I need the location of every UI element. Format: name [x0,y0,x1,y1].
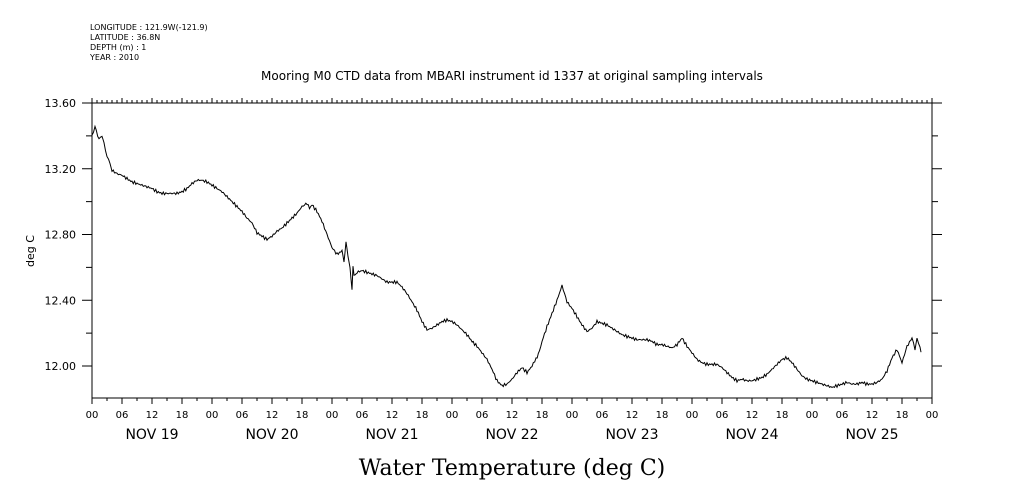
x-hour-label: 00 [86,410,99,421]
x-hour-label: 18 [536,410,549,421]
y-tick-label: 13.60 [45,97,77,110]
y-tick-label: 12.40 [45,294,77,307]
x-hour-label: 18 [416,410,429,421]
x-hour-label: 12 [146,410,159,421]
y-tick-label: 12.00 [45,360,77,373]
x-day-label: NOV 24 [725,427,778,443]
depth-text: DEPTH (m) : 1 [90,43,146,52]
y-axis: 12.00 12.40 12.80 13.20 13.60 [45,97,942,373]
latitude-text: LATITUDE : 36.8N [90,33,160,42]
chart-title: Mooring M0 CTD data from MBARI instrumen… [261,69,763,83]
x-day-label: NOV 23 [605,427,658,443]
x-hour-label: 06 [356,410,369,421]
y-axis-label: deg C [24,235,37,267]
x-hour-label: 06 [596,410,609,421]
plot-frame [91,102,933,399]
y-tick-label: 12.80 [45,229,77,242]
x-hour-label: 00 [206,410,219,421]
x-hour-label: 12 [266,410,279,421]
x-hour-label: 00 [446,410,459,421]
x-day-label: NOV 19 [125,427,178,443]
x-hour-label: 00 [686,410,699,421]
x-hour-label: 18 [896,410,909,421]
x-hour-label: 12 [386,410,399,421]
x-hour-label: 06 [716,410,729,421]
x-hour-label: 00 [806,410,819,421]
x-axis-title: Water Temperature (deg C) [359,456,666,481]
y-tick-label: 13.20 [45,163,77,176]
x-hour-label: 12 [506,410,519,421]
longitude-text: LONGITUDE : 121.9W(-121.9) [90,23,208,32]
x-hour-label: 12 [746,410,759,421]
x-hour-label: 18 [296,410,309,421]
x-hour-label: 18 [776,410,789,421]
x-hour-label: 06 [836,410,849,421]
x-hour-label: 06 [236,410,249,421]
x-day-label: NOV 20 [245,427,298,443]
x-axis: 00 06 12 18 00 06 12 18 00 06 12 18 00 06 12 18 00 06 12 18… [86,98,939,443]
x-hour-label: 06 [116,410,129,421]
x-day-label: NOV 21 [365,427,418,443]
metadata-block: LONGITUDE : 121.9W(-121.9) LATITUDE : 36… [89,23,208,62]
year-text: YEAR : 2010 [89,53,139,62]
series-line-water-temperature [91,124,922,389]
x-hour-label: 18 [656,410,669,421]
x-hour-label: 12 [866,410,879,421]
x-day-label: NOV 22 [485,427,538,443]
x-day-label: NOV 25 [845,427,898,443]
x-hour-label: 06 [476,410,489,421]
x-hour-label: 12 [626,410,639,421]
x-hour-label: 18 [176,410,189,421]
x-hour-label: 00 [926,410,939,421]
x-hour-label: 00 [566,410,579,421]
x-hour-label: 00 [326,410,339,421]
